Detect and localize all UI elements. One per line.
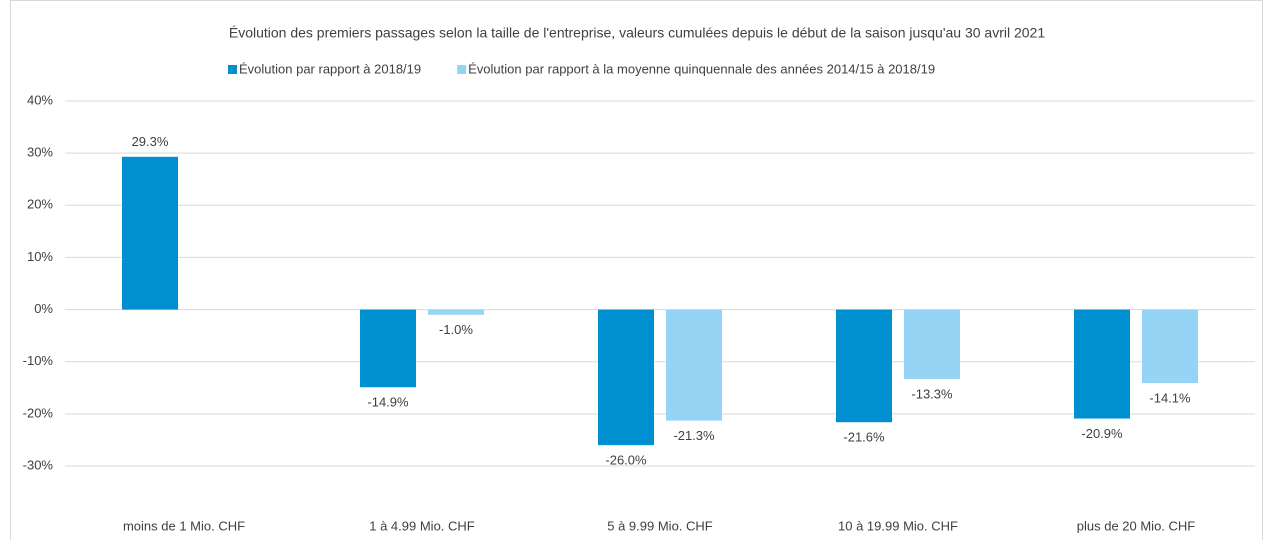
- value-label: -14.1%: [1149, 391, 1191, 406]
- bar: [598, 309, 654, 446]
- value-label: -13.3%: [911, 386, 953, 401]
- bar: [360, 309, 416, 388]
- value-label: -21.6%: [843, 430, 885, 445]
- y-tick-label: 10%: [27, 249, 53, 264]
- legend-label: Évolution par rapport à la moyenne quinq…: [468, 61, 935, 76]
- y-tick-label: -20%: [23, 405, 54, 420]
- y-tick-label: 20%: [27, 197, 53, 212]
- value-label: -1.0%: [439, 322, 473, 337]
- y-tick-label: 30%: [27, 145, 53, 160]
- value-label: -20.9%: [1081, 426, 1123, 441]
- x-tick-label: 10 à 19.99 Mio. CHF: [838, 518, 958, 533]
- legend-swatch: [457, 65, 467, 74]
- value-label: -21.3%: [673, 428, 715, 443]
- bar: [122, 156, 178, 310]
- legend-label: Évolution par rapport à 2018/19: [239, 61, 421, 76]
- x-tick-label: 5 à 9.99 Mio. CHF: [607, 518, 713, 533]
- x-tick-label: plus de 20 Mio. CHF: [1077, 518, 1196, 533]
- y-tick-label: -10%: [23, 353, 54, 368]
- value-label: -14.9%: [367, 395, 409, 410]
- x-tick-label: 1 à 4.99 Mio. CHF: [369, 518, 475, 533]
- value-label: 29.3%: [132, 134, 169, 149]
- bar: [1142, 309, 1198, 384]
- bar: [666, 309, 722, 421]
- legend-swatch: [228, 65, 237, 74]
- bar: [428, 309, 484, 315]
- value-label: -26.0%: [605, 453, 647, 468]
- bar: [1074, 309, 1130, 419]
- bar: [904, 309, 960, 379]
- x-tick-label: moins de 1 Mio. CHF: [123, 518, 245, 533]
- y-tick-label: 0%: [34, 301, 53, 316]
- bar: [836, 309, 892, 423]
- chart-title: Évolution des premiers passages selon la…: [229, 25, 1045, 41]
- y-tick-label: 40%: [27, 92, 53, 107]
- y-tick-label: -30%: [23, 457, 54, 472]
